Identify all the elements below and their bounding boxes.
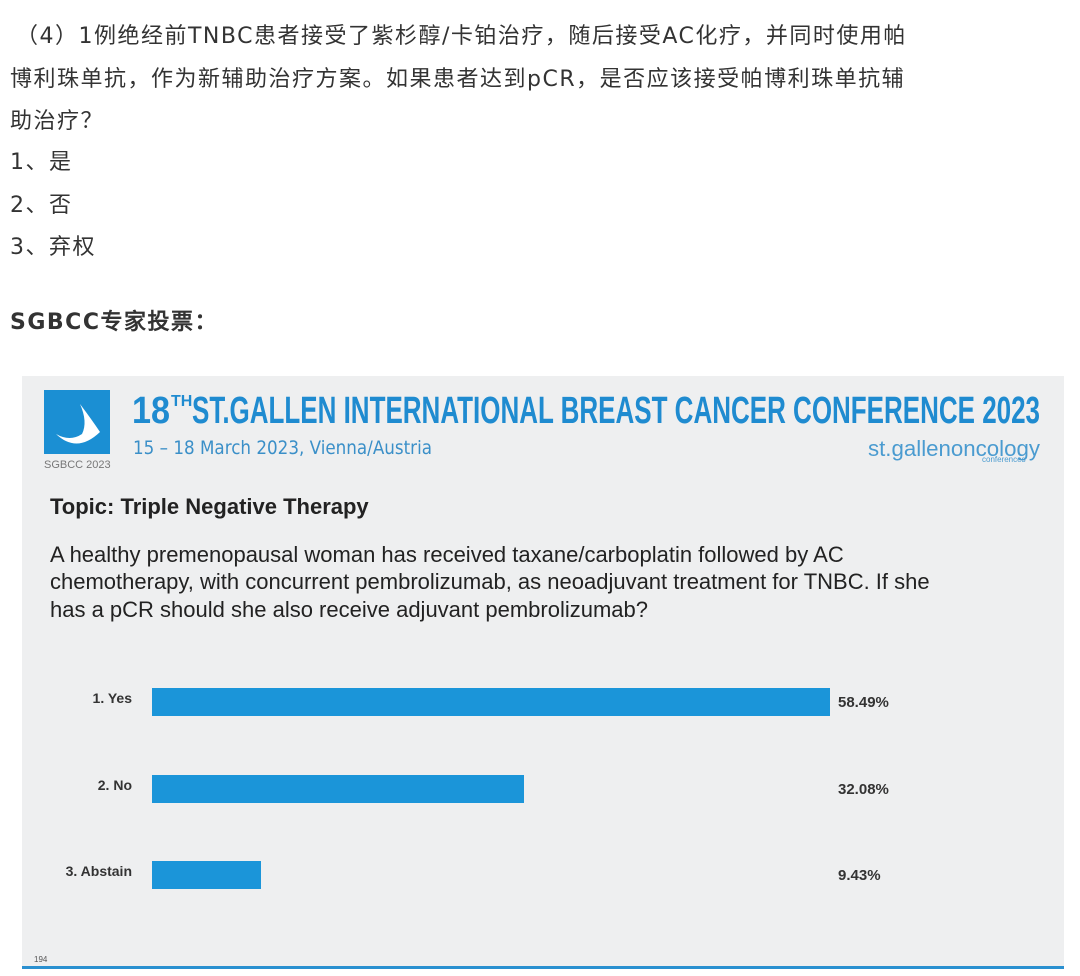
question-line: 助治疗？: [10, 109, 105, 134]
value-label: 58.49%: [838, 694, 889, 711]
brand: st.gallenoncology: [868, 436, 1040, 461]
vote-heading: SGBCC专家投票：: [10, 310, 218, 335]
category-label: 1. Yes: [92, 690, 132, 706]
bar: [152, 861, 262, 889]
slide-question-line: chemotherapy, with concurrent pembrolizu…: [50, 569, 930, 594]
slide-question-line: A healthy premenopausal woman has receiv…: [50, 542, 844, 567]
conference-date: 15 – 18 March 2023, Vienna/Austria: [133, 437, 432, 459]
category-label: 2. No: [97, 776, 132, 793]
page-number: 194: [34, 955, 48, 964]
option: 3、弃权: [10, 235, 96, 260]
brand-sub: conferences: [982, 455, 1026, 464]
question-line: 博利珠单抗，作为新辅助治疗方案。如果患者达到pCR，是否应该接受帕博利珠单抗辅: [10, 67, 906, 92]
slide-header: SGBCC 2023 18 TH ST.GALLEN INTERNATIONAL…: [34, 390, 1040, 964]
category-label: 3. Abstain: [65, 863, 132, 879]
logo-mark: [56, 404, 100, 444]
value-label: 9.43%: [838, 867, 881, 884]
chart: 1. Yes 58.49% 2. No 32.08% 3. Abstain 9.43%: [22, 376, 1064, 966]
option: 1、是: [10, 150, 73, 175]
bar: [152, 688, 830, 716]
slide: SGBCC 2023 18 TH ST.GALLEN INTERNATIONAL…: [22, 376, 1064, 969]
conference-title: ST.GALLEN INTERNATIONAL BREAST CANCER CO…: [192, 390, 1040, 432]
title-superscript: TH: [171, 393, 192, 410]
question-line: （4）1例绝经前TNBC患者接受了紫杉醇/卡铂治疗，随后接受AC化疗，并同时使用…: [16, 24, 907, 49]
value-label: 32.08%: [838, 780, 889, 798]
bar: [152, 774, 524, 803]
slide-question-line: has a pCR should she also receive adjuva…: [50, 597, 649, 622]
option: 2、否: [10, 193, 73, 218]
logo-label: SGBCC 2023: [44, 459, 111, 471]
topic: Topic: Triple Negative Therapy: [50, 494, 369, 519]
title-number: 18: [132, 390, 170, 432]
